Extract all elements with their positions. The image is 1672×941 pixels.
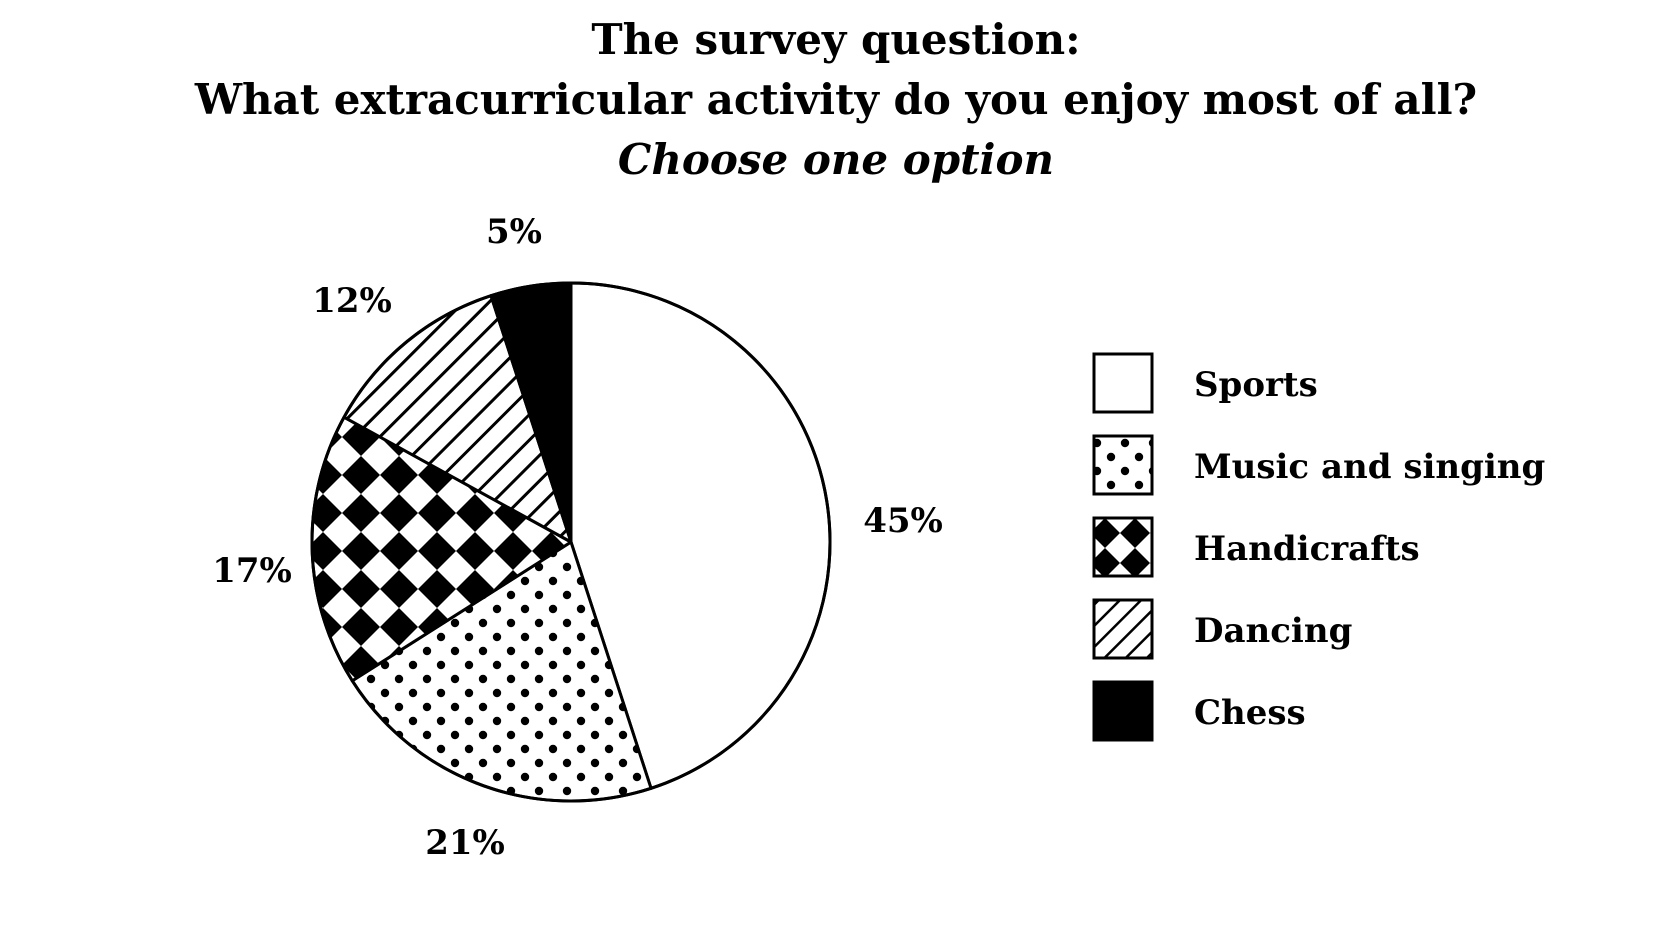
legend-label-dancing: Dancing — [1194, 611, 1352, 651]
chart-subtitle: Choose one option — [617, 135, 1055, 184]
legend-label-chess: Chess — [1194, 693, 1306, 733]
data-label-sports: 45% — [863, 501, 943, 541]
chart-title-line-1: The survey question: — [591, 15, 1081, 64]
chart-title-block: The survey question: What extracurricula… — [0, 10, 1672, 190]
data-label-music-and-singing: 21% — [425, 823, 505, 863]
legend-swatch-chess — [1092, 680, 1154, 742]
data-label-chess: 5% — [486, 212, 542, 252]
legend-swatch-handicrafts — [1092, 516, 1154, 578]
legend-swatch-sports — [1092, 352, 1154, 414]
legend-label-handicrafts: Handicrafts — [1194, 529, 1420, 569]
legend-label-music-and-singing: Music and singing — [1194, 447, 1545, 487]
pie-outline — [310, 281, 832, 803]
chart-title-line-2: What extracurricular activity do you enj… — [194, 75, 1478, 124]
legend-swatch-dancing — [1092, 598, 1154, 660]
data-label-handicrafts: 17% — [212, 551, 292, 591]
legend-label-sports: Sports — [1194, 365, 1318, 405]
legend-swatch-music-and-singing — [1092, 434, 1154, 496]
data-label-dancing: 12% — [312, 281, 392, 321]
